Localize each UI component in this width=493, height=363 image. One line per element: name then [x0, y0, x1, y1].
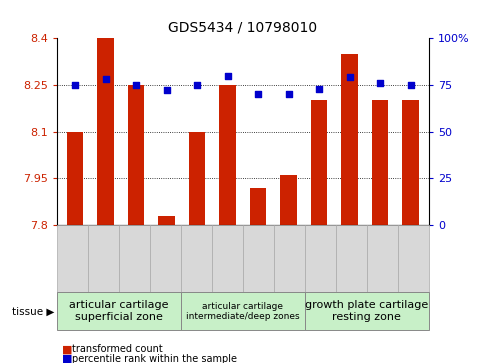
Text: growth plate cartilage
resting zone: growth plate cartilage resting zone [305, 301, 428, 322]
Point [315, 86, 323, 91]
Bar [311, 101, 327, 225]
Bar [219, 85, 236, 225]
Point [193, 82, 201, 88]
Text: percentile rank within the sample: percentile rank within the sample [72, 354, 238, 363]
Text: articular cartilage
superficial zone: articular cartilage superficial zone [69, 301, 169, 322]
Bar [189, 132, 206, 225]
Bar [158, 216, 175, 225]
Point [346, 74, 353, 80]
Bar [402, 101, 419, 225]
Text: ■: ■ [62, 344, 72, 354]
Text: tissue ▶: tissue ▶ [12, 306, 54, 316]
Text: GDS5434 / 10798010: GDS5434 / 10798010 [168, 20, 317, 34]
Point [163, 87, 171, 93]
Bar [372, 101, 388, 225]
Text: transformed count: transformed count [72, 344, 163, 354]
Point [407, 82, 415, 88]
Point [224, 73, 232, 78]
Text: articular cartilage
intermediate/deep zones: articular cartilage intermediate/deep zo… [186, 302, 300, 321]
Bar [128, 85, 144, 225]
Text: ■: ■ [62, 354, 72, 363]
Bar [97, 38, 114, 225]
Bar [249, 188, 266, 225]
Point [132, 82, 140, 88]
Bar [280, 175, 297, 225]
Bar [341, 54, 358, 225]
Point [71, 82, 79, 88]
Point [254, 91, 262, 97]
Point [284, 91, 292, 97]
Point [102, 76, 109, 82]
Point [376, 80, 384, 86]
Bar [67, 132, 83, 225]
